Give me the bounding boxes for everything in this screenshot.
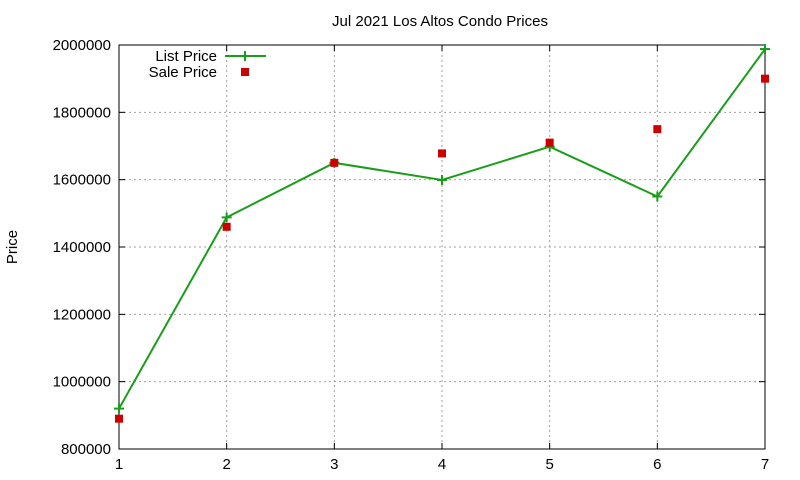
series-marks bbox=[114, 44, 770, 423]
y-axis-label: Price bbox=[4, 230, 21, 264]
list-price-line bbox=[118, 48, 766, 410]
sale-price-point bbox=[761, 74, 769, 83]
list-price-point bbox=[221, 212, 232, 223]
chart-title: Jul 2021 Los Altos Condo Prices bbox=[332, 13, 548, 30]
sale-price-point bbox=[115, 414, 123, 423]
y-tick-label: 1800000 bbox=[53, 104, 111, 121]
x-tick-label: 2 bbox=[222, 456, 230, 473]
legend-label: Sale Price bbox=[149, 64, 217, 81]
list-price-point bbox=[652, 191, 663, 202]
list-price-point bbox=[760, 44, 770, 55]
sale-price-point bbox=[545, 138, 554, 147]
x-tick-label: 4 bbox=[438, 456, 446, 473]
sale-price-point bbox=[438, 149, 446, 158]
y-tick-label: 1400000 bbox=[53, 239, 111, 256]
y-tick-label: 1200000 bbox=[53, 306, 111, 323]
y-tick-label: 1600000 bbox=[53, 172, 111, 189]
x-tick-label: 5 bbox=[545, 456, 553, 473]
sale-price-point bbox=[330, 158, 339, 167]
y-tick-label: 2000000 bbox=[53, 37, 111, 54]
list-price-point bbox=[437, 175, 447, 186]
sale-price-point bbox=[653, 125, 662, 134]
sale-price-point bbox=[222, 222, 231, 231]
x-tick-label: 3 bbox=[330, 456, 338, 473]
x-tick-label: 7 bbox=[761, 456, 769, 473]
tick-labels: 800000 1000000 1200000 1400000 1600000 180000… bbox=[53, 37, 770, 473]
grid-lines bbox=[119, 45, 765, 449]
list-price-point bbox=[114, 403, 124, 414]
legend-square-swatch bbox=[241, 68, 249, 76]
x-tick-label: 1 bbox=[115, 456, 123, 473]
x-tick-label: 6 bbox=[653, 456, 661, 473]
plot-border bbox=[118, 44, 766, 450]
legend-label: List Price bbox=[155, 48, 217, 65]
plot-frame bbox=[118, 44, 766, 450]
y-tick-label: 1000000 bbox=[53, 374, 111, 391]
y-tick-label: 800000 bbox=[61, 441, 111, 458]
